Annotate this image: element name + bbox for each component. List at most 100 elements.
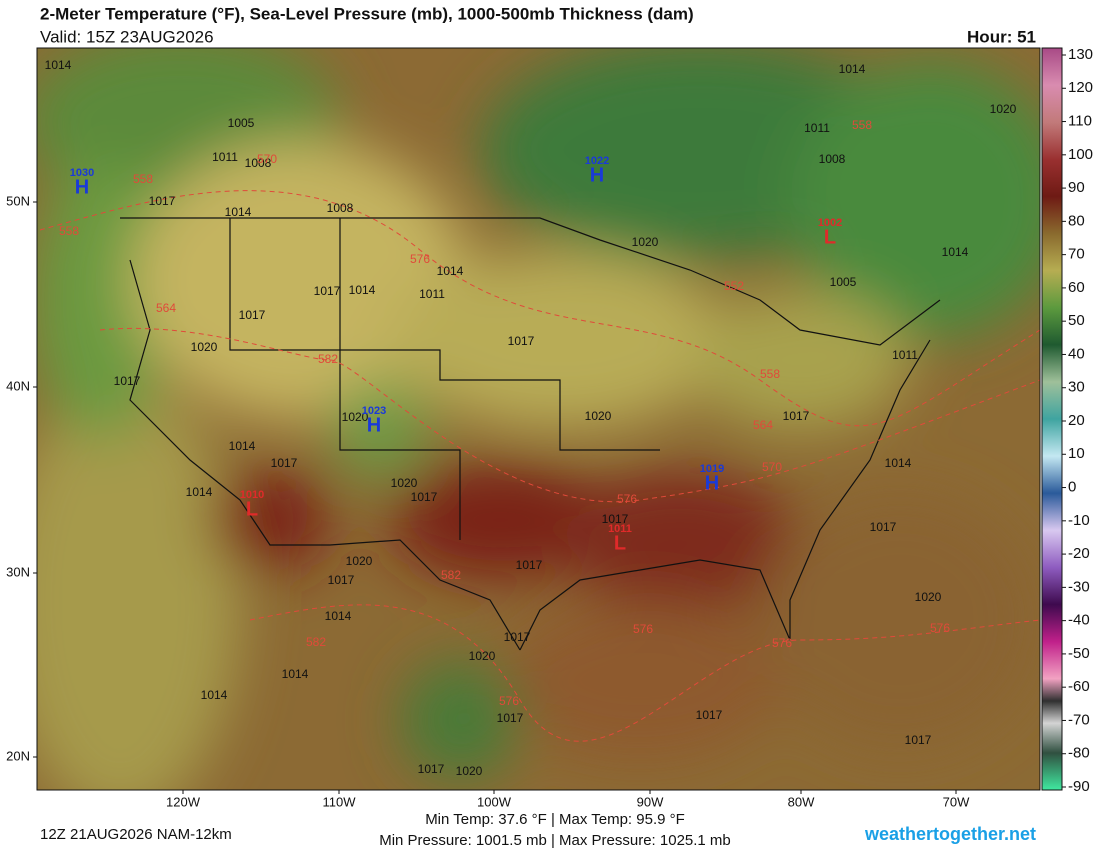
colorbar-label: 30 xyxy=(1068,379,1085,396)
colorbar-label: -60 xyxy=(1068,678,1090,695)
isobar-label: 1014 xyxy=(885,456,912,470)
isobar-label: 1017 xyxy=(508,334,535,348)
thickness-label: 558 xyxy=(133,172,153,186)
colorbar-label: -40 xyxy=(1068,612,1090,629)
isobar-label: 1005 xyxy=(228,116,255,130)
isobar-label: 1008 xyxy=(819,152,846,166)
center-pressure: 1019 xyxy=(700,463,724,475)
isobar-label: 1011 xyxy=(419,287,445,301)
center-pressure: 1030 xyxy=(70,167,94,179)
model-run: 12Z 21AUG2026 NAM-12km xyxy=(40,826,232,843)
center-symbol: L xyxy=(824,226,836,248)
center-symbol: L xyxy=(246,498,258,520)
forecast-hour: Hour: 51 xyxy=(967,27,1036,46)
isobar-label: 1017 xyxy=(696,708,723,722)
isobar-label: 1017 xyxy=(497,711,524,725)
colorbar-label: 0 xyxy=(1068,479,1076,496)
colorbar-label: 100 xyxy=(1068,146,1093,163)
isobar-label: 1014 xyxy=(186,485,213,499)
isobar-label: 1017 xyxy=(328,573,355,587)
isobar-label: 1017 xyxy=(239,308,266,322)
isobar-label: 1020 xyxy=(469,649,496,663)
pressure-range: Min Pressure: 1001.5 mb | Max Pressure: … xyxy=(379,832,731,849)
center-pressure: 1023 xyxy=(362,405,386,417)
lat-label: 20N xyxy=(6,748,30,763)
colorbar-label: 130 xyxy=(1068,46,1093,63)
isobar-label: 1014 xyxy=(942,245,969,259)
isobar-label: 1020 xyxy=(990,102,1017,116)
colorbar-label: 10 xyxy=(1068,445,1085,462)
lat-label: 50N xyxy=(6,193,30,208)
thickness-contours xyxy=(39,190,1040,742)
isobar-label: 1020 xyxy=(391,476,418,490)
thickness-label: 576 xyxy=(499,694,519,708)
isobar-label: 1017 xyxy=(418,762,445,776)
thickness-label: 576 xyxy=(633,622,653,636)
thickness-label: 564 xyxy=(753,418,773,432)
thickness-label: 576 xyxy=(772,636,792,650)
thickness-label: 576 xyxy=(617,492,637,506)
thickness-label: 552 xyxy=(724,279,744,293)
isobar-label: 1017 xyxy=(114,374,141,388)
colorbar-label: 80 xyxy=(1068,212,1085,229)
lat-label: 30N xyxy=(6,564,30,579)
colorbar-label: -20 xyxy=(1068,545,1090,562)
isobar-label: 1014 xyxy=(325,609,352,623)
site-credit: weathertogether.net xyxy=(864,824,1036,844)
colorbar-label: 60 xyxy=(1068,279,1085,296)
isobar-label: 1014 xyxy=(839,62,866,76)
colorbar-label: -80 xyxy=(1068,745,1090,762)
isobar-label: 1008 xyxy=(327,201,354,215)
isobar-label: 1011 xyxy=(212,150,238,164)
isobar-label: 1014 xyxy=(229,439,256,453)
boundaries xyxy=(120,217,941,651)
temp-range: Min Temp: 37.6 °F | Max Temp: 95.9 °F xyxy=(425,811,685,828)
thickness-label: 570 xyxy=(762,460,782,474)
isobar-label: 1020 xyxy=(342,410,369,424)
lon-label: 80W xyxy=(788,794,815,809)
isobar-label: 1014 xyxy=(201,688,228,702)
colorbar xyxy=(1041,47,1063,791)
lon-label: 100W xyxy=(477,794,512,809)
title: 2-Meter Temperature (°F), Sea-Level Pres… xyxy=(40,4,694,23)
isobar-label: 1017 xyxy=(504,630,531,644)
isobar-label: 1014 xyxy=(349,283,376,297)
colorbar-label: 40 xyxy=(1068,345,1085,362)
colorbar-label: 70 xyxy=(1068,246,1085,263)
isobar-label: 1014 xyxy=(45,58,72,72)
thickness-label: 564 xyxy=(156,301,176,315)
thickness-label: 558 xyxy=(760,367,780,381)
thickness-label: 582 xyxy=(318,352,338,366)
colorbar-label: 120 xyxy=(1068,79,1093,96)
thickness-label: 576 xyxy=(410,252,430,266)
colorbar-label: 90 xyxy=(1068,179,1085,196)
isobar-label: 1020 xyxy=(585,409,612,423)
lon-label: 120W xyxy=(166,794,201,809)
colorbar-label: 50 xyxy=(1068,312,1085,329)
center-pressure: 1011 xyxy=(608,523,632,535)
isobar-label: 1017 xyxy=(905,733,932,747)
isobar-label: 1017 xyxy=(783,409,810,423)
isobar-label: 1011 xyxy=(892,348,918,362)
center-symbol: H xyxy=(75,176,89,198)
thickness-label: 582 xyxy=(441,568,461,582)
lat-label: 40N xyxy=(6,378,30,393)
colorbar-label: -30 xyxy=(1068,578,1090,595)
center-symbol: H xyxy=(590,164,604,186)
lon-label: 90W xyxy=(637,794,664,809)
thickness-label: 570 xyxy=(257,152,277,166)
isobar-label: 1017 xyxy=(602,512,629,526)
center-symbol: H xyxy=(705,472,719,494)
colorbar-label: -10 xyxy=(1068,512,1090,529)
isobar-label: 1017 xyxy=(411,490,438,504)
isobar-label: 1020 xyxy=(456,764,483,778)
thickness-label: 582 xyxy=(306,635,326,649)
isobar-label: 1005 xyxy=(830,275,857,289)
isobar-label: 1017 xyxy=(271,456,298,470)
isobar-label: 1008 xyxy=(245,156,272,170)
isobar-label: 1011 xyxy=(804,121,830,135)
center-symbol: L xyxy=(614,532,626,554)
center-pressure: 1022 xyxy=(585,155,609,167)
colorbar-label: 110 xyxy=(1068,113,1092,130)
